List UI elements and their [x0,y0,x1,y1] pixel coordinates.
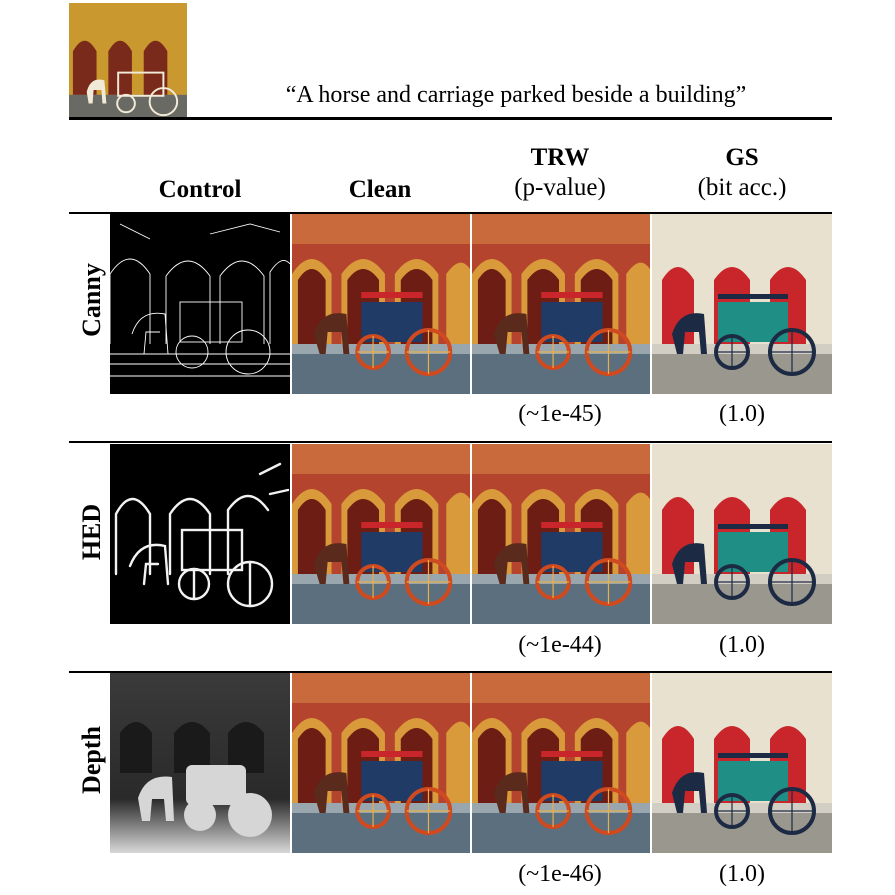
header-gs-subtitle: (bit acc.) [697,174,787,201]
row-label-canny: Canny [77,263,106,337]
row-rule-hed [69,441,832,443]
row-label-hed: HED [77,503,106,561]
clean-image-hed [292,444,470,624]
hed-edge-map-icon [110,444,290,624]
clean-image-canny [292,214,470,394]
reference-photo-icon [69,3,187,119]
row-rule-depth [69,671,832,673]
gs-image-canny [652,214,832,394]
trw-value-depth: (~1e-46) [518,861,602,887]
header-clean: Clean [348,176,412,203]
gs-value-depth: (1.0) [719,861,765,887]
header-trw-subtitle: (p-value) [514,174,606,201]
depth-map-icon [110,673,290,853]
gs-image-hed [652,444,832,624]
prompt-caption: “A horse and carriage parked beside a bu… [285,82,747,108]
trw-image-canny [472,214,650,394]
trw-value-hed: (~1e-44) [518,632,602,658]
gs-value-hed: (1.0) [719,632,765,658]
gs-value-canny: (1.0) [719,401,765,427]
row-label-depth: Depth [77,726,106,794]
header-trw-title: TRW [530,144,590,171]
header-trw: TRW (p-value) [470,143,650,203]
trw-value-canny: (~1e-45) [518,401,602,427]
canny-edge-map-icon [110,214,290,394]
trw-image-hed [472,444,650,624]
header-control: Control [158,176,242,203]
clean-image-depth [292,673,470,853]
row-rule-canny [69,212,832,214]
trw-image-depth [472,673,650,853]
gs-image-depth [652,673,832,853]
top-rule [69,117,832,120]
header-gs: GS (bit acc.) [652,143,832,203]
header-gs-title: GS [725,144,759,171]
